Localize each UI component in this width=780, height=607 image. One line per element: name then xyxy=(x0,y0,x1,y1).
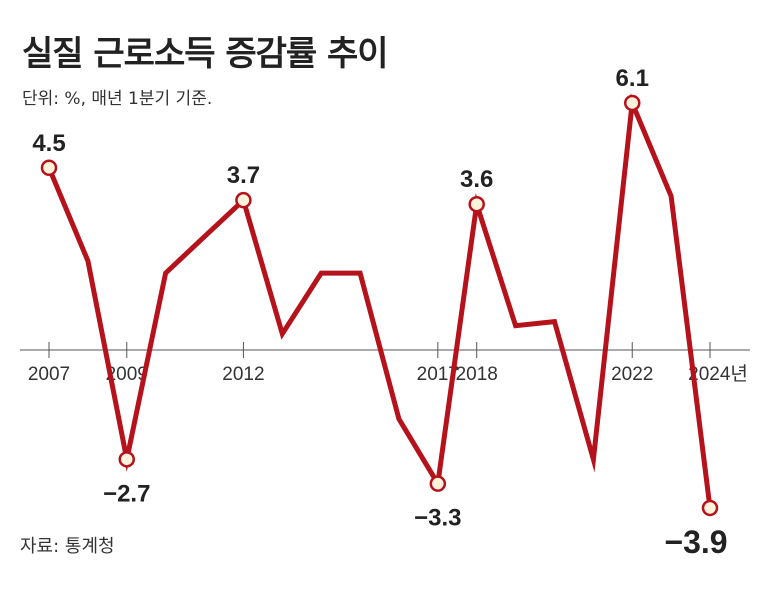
x-tick-label: 2012 xyxy=(222,364,264,385)
data-label: −2.7 xyxy=(103,480,150,507)
data-label: 6.1 xyxy=(616,65,649,92)
data-point-marker xyxy=(429,475,447,492)
x-tick-label: 2022 xyxy=(611,364,653,385)
x-tick-label: 2009 xyxy=(106,364,148,385)
data-point-marker xyxy=(623,94,641,112)
data-labels: 4.5 −2.7 3.7 −3.3 3.6 6.1 −3.9 xyxy=(32,65,727,560)
data-point-marker xyxy=(235,191,252,209)
data-markers xyxy=(40,94,719,517)
data-point-marker xyxy=(468,195,485,213)
data-point-marker xyxy=(118,451,136,468)
x-tick-label: 2018 xyxy=(456,364,498,385)
data-point-marker xyxy=(701,499,719,517)
source-note: 자료: 통계청 xyxy=(20,536,115,557)
x-tick-label: 2024년 xyxy=(688,363,748,385)
data-label: 3.6 xyxy=(460,166,493,193)
highlight-data-label: −3.9 xyxy=(664,524,727,560)
unit-note: 단위: %, 매년 1분기 기준. xyxy=(22,89,213,109)
chart-title: 실질 근로소득 증감률 추이 xyxy=(22,34,389,74)
series-line xyxy=(46,93,713,509)
x-tick-label: 2017 xyxy=(417,364,459,385)
data-point-marker xyxy=(40,159,58,176)
x-tick-label: 2007 xyxy=(28,364,70,385)
data-label: 3.7 xyxy=(227,162,260,189)
data-label: 4.5 xyxy=(32,130,65,157)
data-label: −3.3 xyxy=(414,505,461,532)
